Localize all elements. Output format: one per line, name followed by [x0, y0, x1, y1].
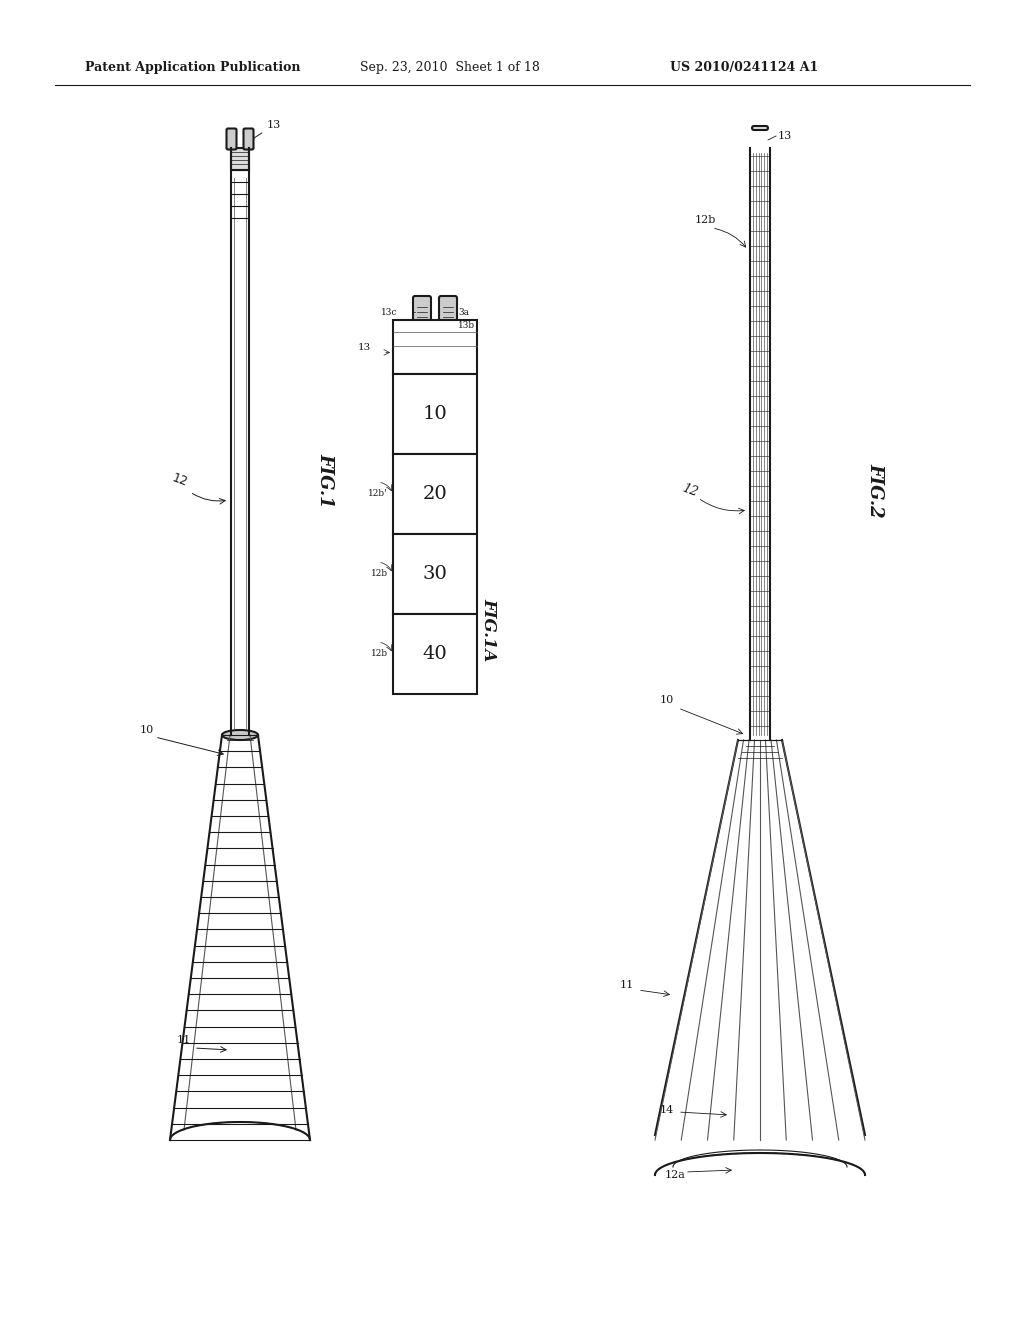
- Bar: [393, 454, 477, 535]
- Text: 13: 13: [357, 342, 371, 351]
- FancyBboxPatch shape: [439, 296, 457, 322]
- Text: US 2010/0241124 A1: US 2010/0241124 A1: [670, 62, 818, 74]
- Text: 12: 12: [680, 482, 699, 499]
- Bar: [393, 319, 477, 374]
- Text: FIG.2: FIG.2: [866, 463, 884, 517]
- Text: 30: 30: [423, 565, 447, 583]
- Text: 11: 11: [620, 979, 634, 990]
- Text: 13b: 13b: [458, 321, 475, 330]
- Text: 12b: 12b: [371, 569, 388, 578]
- Text: 12b': 12b': [369, 490, 388, 499]
- Text: 20: 20: [423, 484, 447, 503]
- Bar: [393, 535, 477, 614]
- Text: 14: 14: [660, 1105, 674, 1115]
- Text: 10: 10: [423, 405, 447, 422]
- Text: 10: 10: [140, 725, 155, 735]
- Bar: [393, 374, 477, 454]
- FancyBboxPatch shape: [752, 125, 768, 129]
- Text: 10: 10: [660, 696, 674, 705]
- Text: 13: 13: [778, 131, 793, 141]
- Bar: [393, 614, 477, 694]
- Ellipse shape: [222, 730, 258, 741]
- Text: $\mathsf{12}$: $\mathsf{12}$: [170, 471, 190, 488]
- FancyBboxPatch shape: [244, 128, 254, 149]
- Text: 12a: 12a: [665, 1170, 686, 1180]
- Text: 13c: 13c: [381, 308, 397, 317]
- Text: FIG.1A: FIG.1A: [480, 598, 498, 661]
- Text: 11: 11: [177, 1035, 191, 1045]
- Text: 3a: 3a: [458, 308, 469, 317]
- Text: FIG.1: FIG.1: [316, 453, 334, 507]
- FancyBboxPatch shape: [226, 128, 237, 149]
- Text: 12b: 12b: [371, 649, 388, 659]
- Text: 40: 40: [423, 645, 447, 663]
- Text: 12b: 12b: [695, 215, 717, 224]
- Bar: [231, 148, 249, 170]
- Text: Sep. 23, 2010  Sheet 1 of 18: Sep. 23, 2010 Sheet 1 of 18: [360, 62, 540, 74]
- Text: Patent Application Publication: Patent Application Publication: [85, 62, 300, 74]
- Text: 13: 13: [253, 120, 282, 139]
- FancyBboxPatch shape: [413, 296, 431, 322]
